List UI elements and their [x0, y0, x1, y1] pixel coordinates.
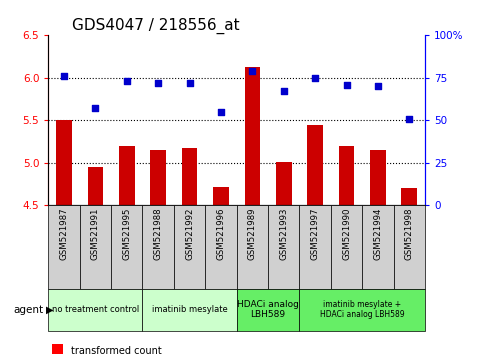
Point: [374, 84, 382, 89]
Bar: [331, 205, 362, 289]
Text: ▶: ▶: [46, 305, 54, 315]
Point: [186, 80, 194, 86]
Bar: [394, 205, 425, 289]
Text: agent: agent: [14, 305, 43, 315]
Bar: [299, 205, 331, 289]
Bar: [80, 205, 111, 289]
Bar: [174, 205, 205, 289]
Point: [406, 116, 413, 121]
Bar: [48, 205, 80, 289]
Bar: [237, 205, 268, 289]
Bar: [401, 188, 417, 205]
Text: HDACi analog
LBH589: HDACi analog LBH589: [237, 300, 299, 319]
Bar: [52, 344, 63, 354]
Point: [280, 88, 288, 94]
Bar: [268, 205, 299, 289]
Text: GSM521993: GSM521993: [279, 208, 288, 260]
Bar: [142, 205, 174, 289]
Point: [155, 80, 162, 86]
Bar: [276, 162, 292, 205]
Point: [92, 105, 99, 111]
Bar: [339, 146, 355, 205]
Point: [60, 73, 68, 79]
Point: [343, 82, 351, 87]
Point: [249, 68, 256, 74]
Text: GDS4047 / 218556_at: GDS4047 / 218556_at: [72, 17, 240, 34]
Text: GSM521998: GSM521998: [405, 208, 414, 260]
Text: GSM521995: GSM521995: [122, 208, 131, 260]
Text: GSM521987: GSM521987: [59, 208, 69, 261]
Bar: [87, 167, 103, 205]
Text: GSM521989: GSM521989: [248, 208, 257, 260]
Text: GSM521997: GSM521997: [311, 208, 320, 260]
Text: transformed count: transformed count: [71, 346, 162, 354]
Bar: [307, 125, 323, 205]
Bar: [244, 67, 260, 205]
Text: imatinib mesylate +
HDACi analog LBH589: imatinib mesylate + HDACi analog LBH589: [320, 300, 405, 319]
Bar: [142, 289, 237, 331]
Text: GSM521992: GSM521992: [185, 208, 194, 260]
Point: [312, 75, 319, 81]
Bar: [119, 146, 135, 205]
Point: [123, 79, 131, 84]
Text: GSM521996: GSM521996: [216, 208, 226, 260]
Bar: [56, 120, 72, 205]
Bar: [182, 148, 198, 205]
Text: GSM521994: GSM521994: [373, 208, 383, 260]
Bar: [111, 205, 142, 289]
Text: imatinib mesylate: imatinib mesylate: [152, 305, 227, 314]
Bar: [237, 289, 299, 331]
Text: GSM521988: GSM521988: [154, 208, 163, 261]
Bar: [362, 205, 394, 289]
Bar: [213, 187, 229, 205]
Bar: [205, 205, 237, 289]
Text: GSM521990: GSM521990: [342, 208, 351, 260]
Point: [217, 109, 225, 115]
Text: GSM521991: GSM521991: [91, 208, 100, 260]
Bar: [370, 150, 386, 205]
Bar: [150, 150, 166, 205]
Text: no treatment control: no treatment control: [52, 305, 139, 314]
Bar: [299, 289, 425, 331]
Bar: [48, 289, 142, 331]
